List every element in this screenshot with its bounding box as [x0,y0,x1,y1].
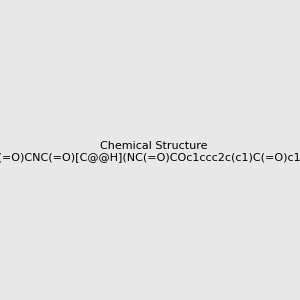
Text: Chemical Structure
OC(=O)CNC(=O)[C@@H](NC(=O)COc1ccc2c(c1)C(=O)c1cccc: Chemical Structure OC(=O)CNC(=O)[C@@H](N… [0,141,300,162]
